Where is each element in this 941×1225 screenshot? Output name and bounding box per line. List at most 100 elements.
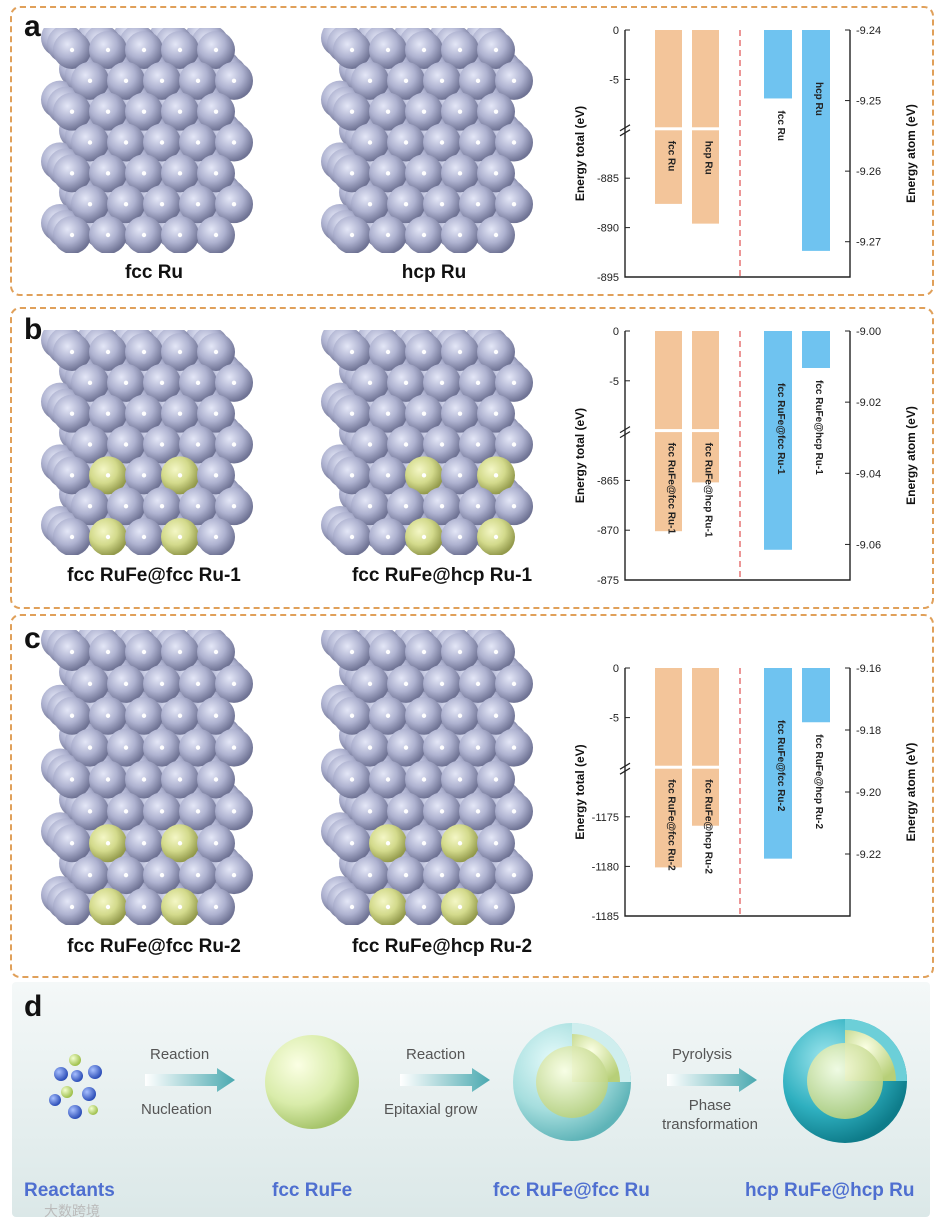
atom-highlight [349, 904, 355, 910]
atom-highlight [385, 171, 391, 176]
hcp-ru-structure [321, 28, 533, 253]
atom-highlight [105, 171, 111, 176]
atom-highlight [421, 841, 427, 846]
atom-energy-bar [764, 668, 792, 859]
atom-highlight [493, 171, 499, 176]
atom-highlight [141, 473, 147, 478]
atom-highlight [421, 109, 427, 114]
caption-fcc-rufe-hcp-ru-1: fcc RuFe@hcp Ru-1 [351, 565, 533, 586]
atom-highlight [159, 442, 165, 447]
atom-highlight [367, 380, 373, 386]
atom-highlight [367, 78, 373, 84]
atom-highlight [159, 681, 165, 687]
atom-highlight [177, 47, 183, 53]
atom-highlight [159, 745, 165, 750]
atom-highlight [511, 140, 517, 145]
atom-highlight [403, 442, 409, 447]
bar-label: hcp Ru [813, 82, 824, 116]
atom-highlight [141, 171, 147, 176]
atom-highlight [385, 47, 391, 53]
atom-highlight [385, 473, 391, 478]
energy-chart-c: 0 -5 -1175 -1180 -1185 -9.16 -9.18 -9.20 -9.22 En… [573, 663, 918, 923]
atom-highlight [349, 841, 355, 846]
atom-highlight [457, 841, 463, 846]
atom-highlight [367, 442, 373, 447]
atom-highlight [231, 745, 237, 750]
atom-highlight [511, 745, 517, 750]
atom-highlight [195, 681, 201, 687]
hcp-rufe-hcp-ru-sphere [783, 1019, 907, 1143]
atom-highlight [421, 649, 427, 655]
arrow-2-icon [400, 1068, 490, 1092]
atom-energy-bar [764, 331, 792, 550]
atom-highlight [439, 681, 445, 687]
caption-fcc-rufe-fcc-ru-2: fcc RuFe@fcc Ru-2 [67, 936, 241, 957]
atom-highlight [457, 777, 463, 782]
atom-highlight [105, 47, 111, 53]
atom-highlight [177, 841, 183, 846]
atom-highlight [367, 681, 373, 687]
atom-highlight [123, 140, 129, 145]
atom-highlight [213, 534, 219, 540]
y-tick-label: 0 [613, 326, 619, 338]
arrow-3-icon [667, 1068, 757, 1092]
atom-highlight [385, 649, 391, 655]
atom-highlight [367, 872, 373, 878]
atom-highlight [385, 534, 391, 540]
fcc-rufe-fcc-ru-2-structure [41, 630, 253, 925]
atom-highlight [123, 442, 129, 447]
atom-highlight [69, 649, 75, 655]
atom-highlight [231, 442, 237, 447]
atom-highlight [349, 713, 355, 718]
atom-highlight [439, 201, 445, 207]
atom-highlight [493, 473, 499, 478]
atom-highlight [457, 534, 463, 540]
atom-highlight [159, 872, 165, 878]
y-tick-label: -1185 [592, 911, 619, 923]
atom-highlight [123, 201, 129, 207]
atom-highlight [403, 380, 409, 386]
atom-highlight [493, 713, 499, 718]
atom-highlight [69, 411, 75, 416]
y-tick-label: -5 [609, 376, 619, 388]
atom-highlight [493, 649, 499, 655]
atom-highlight [159, 78, 165, 84]
fcc-rufe-fcc-ru-1-structure [41, 330, 253, 555]
atom-highlight [177, 713, 183, 718]
bar-break [691, 127, 720, 131]
atom-highlight [493, 109, 499, 114]
atom-highlight [439, 380, 445, 386]
total-energy-bar [692, 331, 719, 483]
atom-highlight [69, 777, 75, 782]
atom-highlight [195, 140, 201, 145]
atom-highlight [421, 713, 427, 718]
atom-highlight [421, 904, 427, 910]
atom-highlight [385, 841, 391, 846]
atom-highlight [141, 232, 147, 238]
y2-axis-label: Energy atom (eV) [904, 743, 918, 842]
atom-highlight [177, 232, 183, 238]
arrow-1-top-label: Reaction [150, 1046, 210, 1063]
atom-highlight [349, 47, 355, 53]
bar-break [654, 429, 683, 433]
atom-highlight [421, 47, 427, 53]
atom-highlight [105, 349, 111, 355]
panel-d-label: d [24, 990, 43, 1023]
caption-fcc-rufe-hcp-ru-2: fcc RuFe@hcp Ru-2 [351, 936, 533, 957]
atom-highlight [105, 232, 111, 238]
atom-highlight [141, 47, 147, 53]
atom-highlight [349, 411, 355, 416]
atom-highlight [493, 411, 499, 416]
atom-highlight [421, 534, 427, 540]
atom-highlight [475, 809, 481, 814]
atom-highlight [213, 232, 219, 238]
bar-label: fcc Ru [666, 141, 677, 172]
atom-highlight [475, 201, 481, 207]
atom-highlight [511, 78, 517, 84]
atom-highlight [69, 904, 75, 910]
atom-highlight [177, 349, 183, 355]
y2-tick-label: -9.22 [856, 849, 881, 861]
atom-energy-bar [802, 668, 830, 723]
y2-tick-label: -9.16 [856, 663, 881, 675]
atom-highlight [457, 904, 463, 910]
